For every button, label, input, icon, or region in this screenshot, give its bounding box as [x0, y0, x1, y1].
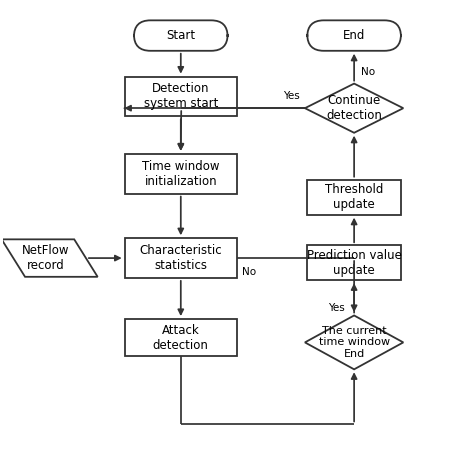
Text: No: No — [242, 267, 256, 277]
Text: Threshold
update: Threshold update — [325, 183, 383, 211]
Bar — [307, 245, 401, 280]
Text: Start: Start — [166, 29, 195, 42]
Text: Yes: Yes — [328, 303, 345, 313]
Bar — [125, 238, 237, 278]
Text: Attack
detection: Attack detection — [153, 324, 209, 352]
Text: End: End — [343, 29, 365, 42]
FancyBboxPatch shape — [134, 20, 228, 51]
Polygon shape — [1, 239, 98, 277]
FancyBboxPatch shape — [307, 20, 401, 51]
Text: Continue
detection: Continue detection — [326, 94, 382, 122]
Text: Detection
system start: Detection system start — [144, 82, 218, 110]
Text: The current
time window
End: The current time window End — [319, 326, 390, 359]
Bar — [125, 319, 237, 356]
Text: Characteristic
statistics: Characteristic statistics — [139, 244, 222, 272]
Polygon shape — [305, 316, 403, 369]
Bar — [125, 77, 237, 117]
Text: Prediction value
update: Prediction value update — [307, 249, 401, 277]
Polygon shape — [305, 83, 403, 133]
Text: No: No — [361, 66, 375, 77]
Text: Yes: Yes — [283, 91, 300, 101]
Text: NetFlow
record: NetFlow record — [22, 244, 70, 272]
Bar — [307, 180, 401, 215]
Text: Time window
initialization: Time window initialization — [142, 160, 219, 188]
Bar — [125, 154, 237, 194]
